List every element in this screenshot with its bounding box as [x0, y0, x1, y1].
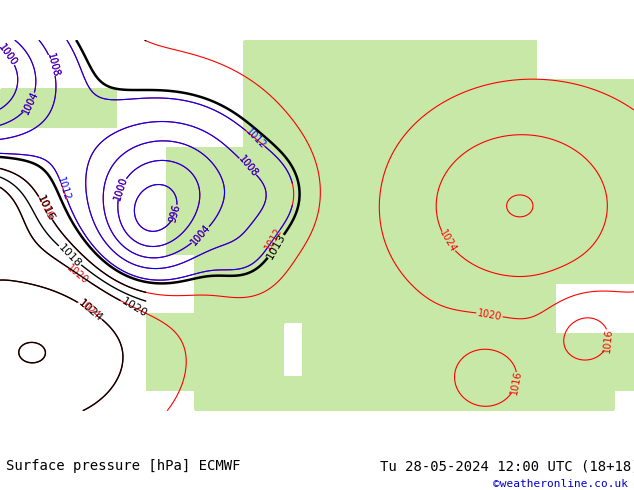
- Text: 1020: 1020: [476, 308, 502, 322]
- Text: 1000: 1000: [0, 43, 19, 69]
- Text: 1016: 1016: [509, 370, 523, 396]
- Text: 1020: 1020: [65, 262, 91, 286]
- Text: Surface pressure [hPa] ECMWF: Surface pressure [hPa] ECMWF: [6, 460, 241, 473]
- Text: 1012: 1012: [243, 126, 268, 151]
- Text: 1008: 1008: [236, 154, 259, 179]
- Text: 1008: 1008: [45, 52, 60, 78]
- Text: 1004: 1004: [20, 90, 40, 116]
- Text: 1004: 1004: [189, 222, 212, 247]
- Text: 1012: 1012: [263, 226, 284, 252]
- Text: 1018: 1018: [56, 242, 83, 269]
- Text: 1000: 1000: [113, 175, 129, 202]
- Text: 1020: 1020: [120, 296, 149, 319]
- Text: Tu 28-05-2024 12:00 UTC (18+18): Tu 28-05-2024 12:00 UTC (18+18): [380, 460, 634, 473]
- Text: 1016: 1016: [602, 327, 614, 353]
- Text: ©weatheronline.co.uk: ©weatheronline.co.uk: [493, 479, 628, 489]
- Text: 1004: 1004: [20, 90, 40, 116]
- Text: 1012: 1012: [55, 175, 72, 202]
- Text: 1024: 1024: [76, 297, 105, 323]
- Text: 1000: 1000: [113, 175, 129, 202]
- Text: 1016: 1016: [35, 194, 56, 223]
- Text: 1008: 1008: [45, 52, 60, 78]
- Text: 1013: 1013: [264, 232, 287, 261]
- Text: 1000: 1000: [0, 43, 19, 69]
- Text: 996: 996: [168, 203, 183, 223]
- Text: 1024: 1024: [76, 298, 101, 321]
- Text: 996: 996: [168, 203, 183, 223]
- Text: 1004: 1004: [189, 222, 212, 247]
- Text: 1024: 1024: [437, 228, 458, 255]
- Text: 1016: 1016: [35, 194, 55, 221]
- Text: 1008: 1008: [236, 154, 259, 179]
